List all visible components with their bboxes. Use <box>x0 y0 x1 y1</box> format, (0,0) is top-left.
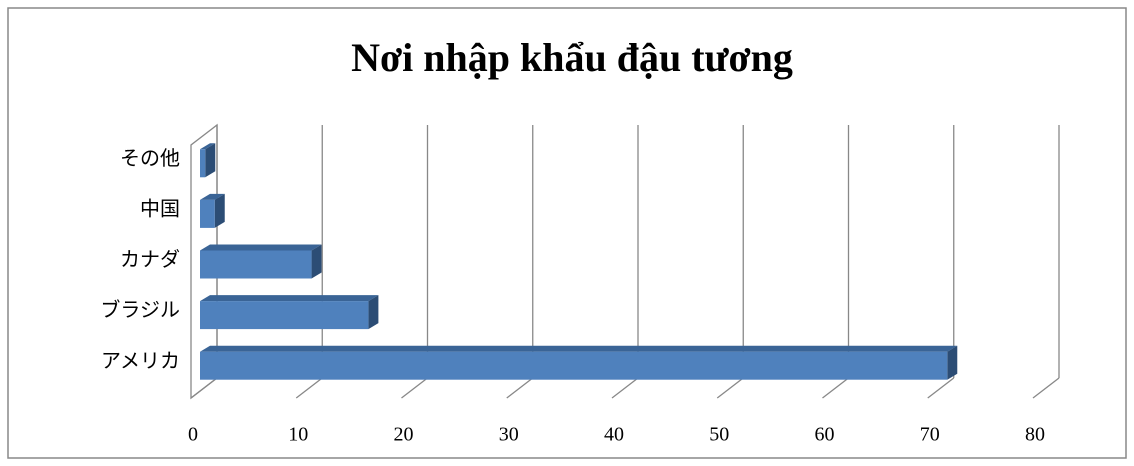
bar <box>200 345 958 380</box>
chart-title: Nơi nhập khẩu đậu tương <box>351 35 793 80</box>
x-tick-label: 20 <box>394 424 414 446</box>
floor-line <box>401 377 428 399</box>
bar <box>200 244 322 279</box>
floor-line <box>1032 377 1060 399</box>
x-tick-label: 60 <box>815 424 835 446</box>
y-tick-label: ブラジル <box>100 298 180 322</box>
y-tick-label: 中国 <box>140 197 180 220</box>
floor-line <box>506 377 534 399</box>
bar-front <box>200 199 215 228</box>
floor-line <box>927 377 955 399</box>
x-tick-label: 30 <box>499 424 519 446</box>
bar-side <box>368 295 379 330</box>
bar <box>200 143 216 178</box>
floor-line <box>190 377 218 399</box>
bar-side <box>205 143 216 178</box>
y-tick-label: その他 <box>120 147 180 170</box>
bar-front <box>200 250 312 279</box>
y-tick-label: カナダ <box>120 248 180 271</box>
bar-top <box>200 244 322 251</box>
x-tick-label: 80 <box>1025 424 1045 446</box>
bar-front <box>200 301 369 330</box>
bar <box>200 295 379 330</box>
bar-top <box>200 345 958 352</box>
bar-front <box>200 149 206 178</box>
x-tick-label: 10 <box>288 424 308 446</box>
bar-top <box>200 193 225 200</box>
x-tick-label: 70 <box>920 424 940 446</box>
y-tick-label: アメリカ <box>101 350 180 372</box>
floor-line <box>295 377 323 399</box>
x-tick-label: 40 <box>604 424 624 446</box>
floor-line <box>716 377 744 399</box>
bar <box>200 193 225 228</box>
x-tick-label: 50 <box>709 424 729 446</box>
bar-top <box>200 143 216 150</box>
floor-line <box>822 377 849 399</box>
bar-side <box>214 193 225 228</box>
bar-top <box>200 295 379 302</box>
floor-line <box>611 377 639 399</box>
bar-side <box>311 244 322 279</box>
bar-front <box>200 351 948 380</box>
bar-side <box>947 345 958 380</box>
x-tick-label: 0 <box>188 424 198 446</box>
